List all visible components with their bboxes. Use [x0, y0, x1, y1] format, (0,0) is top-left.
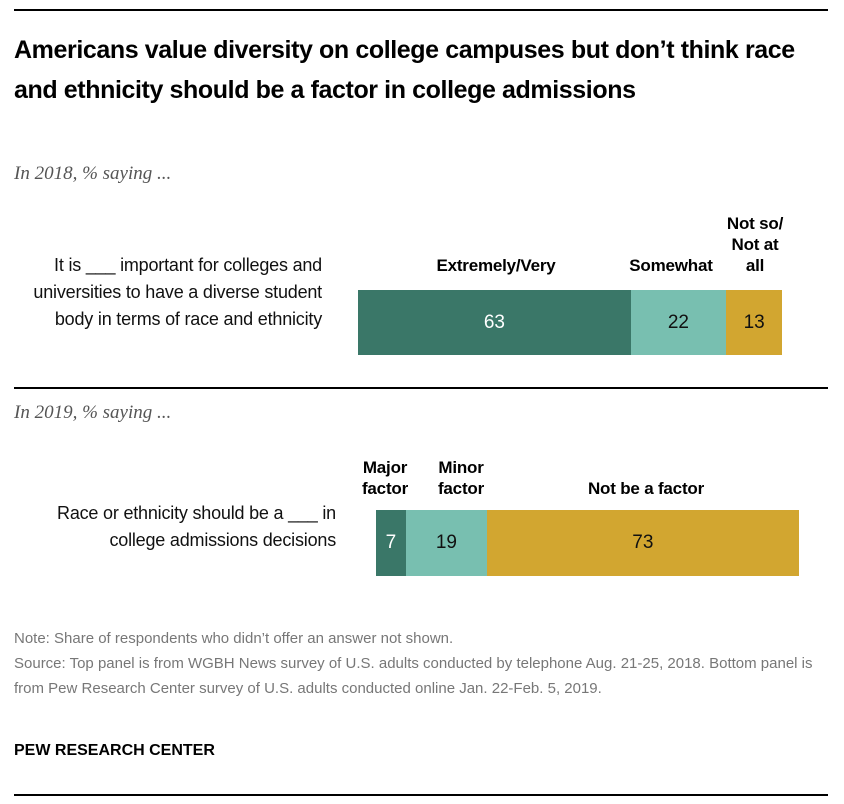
legend-label: Minor factor — [431, 429, 491, 499]
bar-segment-1: 7 — [376, 510, 406, 576]
data-label: 13 — [743, 311, 765, 333]
bar-segment-2: 19 — [405, 510, 487, 576]
panel-1-row-label: It is ___ important for colleges and uni… — [33, 255, 322, 329]
bar-segment-2: 22 — [630, 290, 727, 355]
panel-2-subtitle: In 2019, % saying ... — [14, 402, 172, 423]
data-label: 73 — [632, 532, 654, 553]
bottom-rule — [14, 794, 828, 796]
data-label: 7 — [385, 532, 397, 553]
brand-logo-text: PEW RESEARCH CENTER — [14, 742, 215, 759]
data-label: 63 — [483, 311, 505, 333]
top-rule — [14, 9, 828, 11]
bar-segment-3: 73 — [487, 510, 799, 576]
data-label: 19 — [435, 532, 457, 553]
chart-title: Americans value diversity on college cam… — [14, 36, 795, 104]
legend-label: Not be a factor — [546, 429, 746, 499]
legend-label-text: Extremely/Very — [436, 256, 556, 275]
legend-label-text: Not be a factor — [587, 479, 705, 498]
legend-label-text: Somewhat — [629, 256, 713, 275]
bar-segment-3: 13 — [726, 290, 783, 355]
source-text: Source: Top panel is from WGBH News surv… — [14, 655, 813, 697]
bar-segment-1: 63 — [358, 290, 631, 355]
legend-label-text: Major factor — [361, 458, 409, 498]
data-label: 22 — [667, 311, 689, 333]
legend-label: Not so/ Not at all — [724, 206, 786, 276]
legend-label: Extremely/Very — [406, 206, 586, 276]
legend-label: Somewhat — [625, 206, 717, 276]
legend-label-text: Not so/ Not at all — [726, 214, 784, 275]
note-text: Note: Share of respondents who didn’t of… — [14, 630, 454, 647]
panel-divider — [14, 387, 828, 389]
panel-1-subtitle: In 2018, % saying ... — [14, 163, 172, 184]
legend-label-text: Minor factor — [437, 458, 485, 498]
panel-2-row-label: Race or ethnicity should be a ___ in col… — [57, 503, 336, 550]
legend-label: Major factor — [355, 429, 415, 499]
